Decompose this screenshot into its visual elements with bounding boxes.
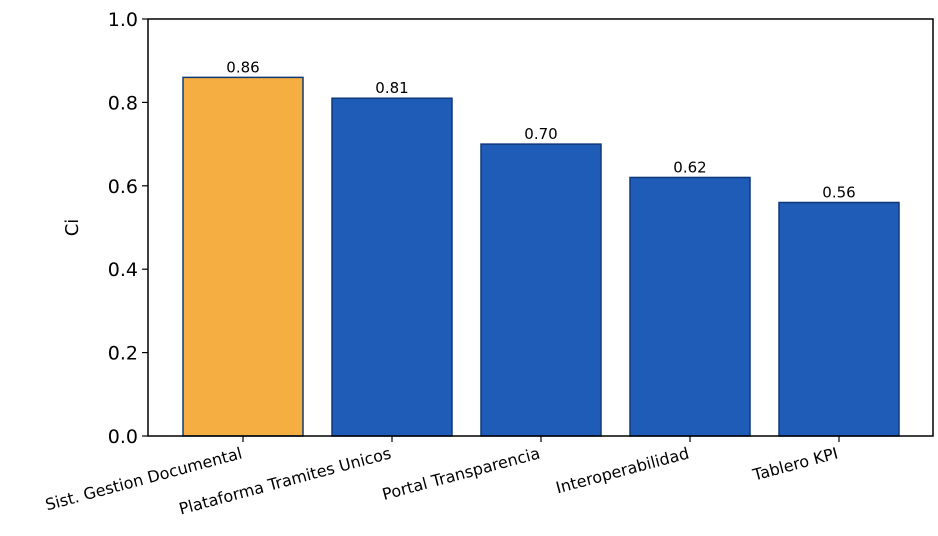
bar-1 — [182, 76, 304, 437]
data-label-3: 0.70 — [524, 125, 557, 143]
data-label-5: 0.56 — [822, 183, 855, 201]
bar-4 — [629, 176, 751, 437]
data-labels-layer: 0.86 0.81 0.70 0.62 0.56 — [226, 58, 855, 201]
x-tick-label-4: Interoperabilidad — [554, 444, 691, 498]
y-tick-label-2: 0.2 — [108, 343, 138, 365]
x-tick-label-5: Tablero KPI — [750, 444, 840, 485]
x-tick-label-3: Portal Transparencia — [380, 444, 542, 504]
y-tick-label-4: 0.6 — [108, 176, 138, 198]
y-tick-label-3: 0.4 — [108, 259, 138, 281]
y-tick-label-6: 1.0 — [108, 9, 138, 31]
y-ticks-layer: 0.0 0.2 0.4 0.6 0.8 1.0 — [108, 9, 148, 448]
data-label-1: 0.86 — [226, 58, 259, 76]
data-label-4: 0.62 — [673, 158, 706, 176]
bar-5 — [778, 201, 900, 437]
y-tick-label-1: 0.0 — [108, 426, 138, 448]
bar-3 — [480, 143, 602, 437]
y-tick-label-5: 0.8 — [108, 92, 138, 114]
y-axis-label: Ci — [62, 219, 83, 237]
bars-layer — [182, 76, 900, 437]
data-label-2: 0.81 — [375, 79, 408, 97]
bar-2 — [331, 97, 453, 437]
